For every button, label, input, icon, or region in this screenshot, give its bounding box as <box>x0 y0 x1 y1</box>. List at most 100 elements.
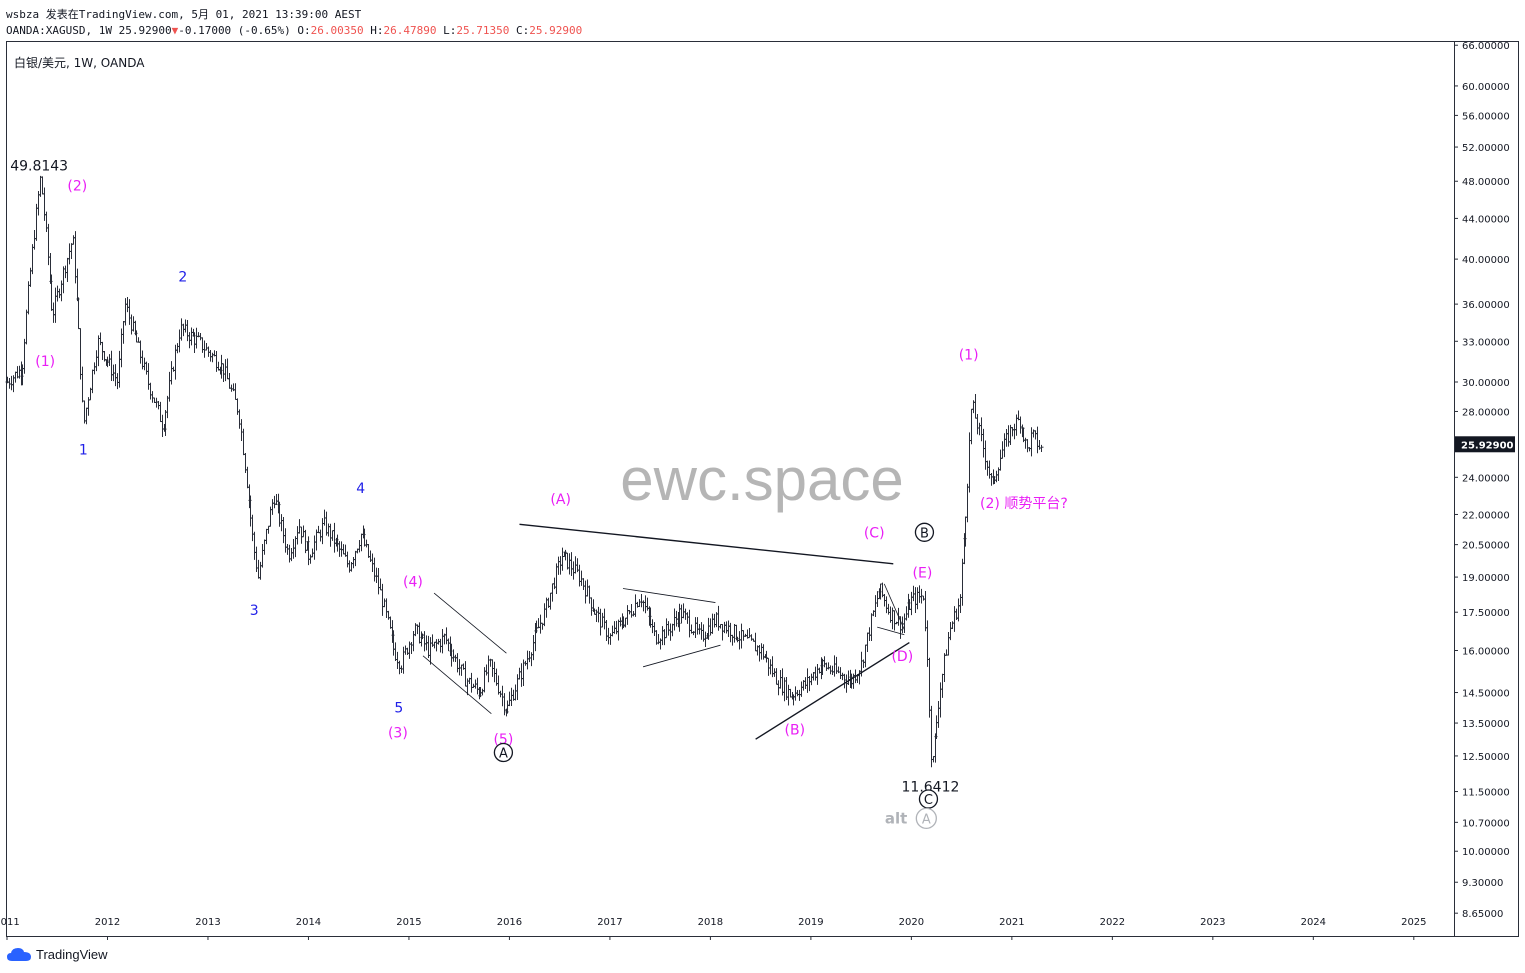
tradingview-cloud-icon <box>7 948 31 961</box>
alt-circle-label: A <box>922 812 931 827</box>
trend-line <box>877 626 905 636</box>
x-tick-label: 2011 <box>0 917 20 928</box>
y-tick-label: 20.50000 <box>1462 541 1510 552</box>
price-axis: 66.00000 60.00000 56.00000 52.00000 48.00000… <box>1454 41 1515 920</box>
circled-wave-label: A <box>499 747 508 762</box>
alt-circle-marker <box>915 807 937 830</box>
x-tick-label: 2025 <box>1401 917 1426 928</box>
y-tick-label: 24.00000 <box>1462 473 1510 484</box>
symbol-value: OANDA:XAGUSD, 1W 25.92900 <box>6 24 172 37</box>
x-tick-label: 2020 <box>899 917 924 928</box>
y-tick-label: 36.00000 <box>1462 300 1510 311</box>
circled-wave-label: C <box>924 793 933 808</box>
last-price-tag <box>1455 436 1515 453</box>
open-label: O: <box>297 24 311 37</box>
circled-wave-marker <box>493 742 514 763</box>
high-label: H: <box>370 24 384 37</box>
y-tick-label: 9.30000 <box>1462 878 1503 889</box>
change-value: -0.17000 (-0.65%) <box>178 24 291 37</box>
wave-label: (1) <box>959 347 979 363</box>
x-tick-label: 2022 <box>1100 917 1125 928</box>
wave-label: (2) <box>67 179 87 195</box>
symbol-line: OANDA:XAGUSD, 1W 25.92900▼-0.17000 (-0.6… <box>6 24 582 37</box>
alt-label: alt <box>885 809 907 827</box>
tradingview-logo[interactable]: TradingView <box>6 946 108 962</box>
y-tick-label: 40.00000 <box>1462 255 1510 266</box>
y-tick-label: 22.00000 <box>1462 510 1510 521</box>
last-price-label: 25.92900 <box>1461 440 1514 451</box>
down-arrow-icon: ▼ <box>171 24 179 37</box>
x-tick-label: 2023 <box>1200 917 1225 928</box>
wave-annotations: (1) (2) (4) (3) (5) (A) (B) (C) (D) (E) (1) (2) 顺势平… <box>10 158 1068 830</box>
wave-label: (D) <box>891 649 913 665</box>
x-tick-label: 2016 <box>497 917 522 928</box>
time-axis: 2011 2012 2013 2014 2015 2016 2017 2018 2019 2020… <box>0 917 1427 940</box>
subwave-label: 2 <box>178 270 187 286</box>
y-tick-label: 28.00000 <box>1462 407 1510 418</box>
y-tick-label: 10.00000 <box>1462 847 1510 858</box>
circled-wave-label: B <box>920 526 929 541</box>
x-tick-label: 2021 <box>999 917 1024 928</box>
wave-label: (3) <box>388 726 408 742</box>
high-value: 26.47890 <box>383 24 437 37</box>
x-tick-label: 2018 <box>698 917 723 928</box>
trend-line <box>519 523 894 565</box>
trend-line <box>642 644 721 668</box>
x-tick-label: 2015 <box>396 917 421 928</box>
wave-label: (2) 顺势平台? <box>980 496 1068 512</box>
x-tick-label: 2019 <box>798 917 823 928</box>
wave-label: (B) <box>785 722 806 738</box>
y-tick-label: 44.00000 <box>1462 214 1510 225</box>
price-axis-border <box>1454 41 1519 937</box>
wave-label: (C) <box>864 525 885 541</box>
subwave-label: 4 <box>356 481 365 497</box>
subwave-label: 3 <box>250 603 259 619</box>
y-tick-label: 12.50000 <box>1462 752 1510 763</box>
open-value: 26.00350 <box>310 24 364 37</box>
low-price-label: 11.6412 <box>902 779 960 795</box>
publish-info: wsbza 发表在TradingView.com, 5月 01, 2021 13… <box>6 8 362 21</box>
y-tick-label: 66.00000 <box>1462 41 1510 52</box>
x-tick-label: 2024 <box>1301 917 1326 928</box>
subwave-label: 1 <box>79 443 88 459</box>
y-tick-label: 19.00000 <box>1462 573 1510 584</box>
tradingview-brand: TradingView <box>36 946 108 962</box>
wave-label: (4) <box>403 575 423 591</box>
y-tick-label: 16.00000 <box>1462 646 1510 657</box>
trend-line <box>883 583 905 630</box>
x-tick-label: 2014 <box>296 917 321 928</box>
y-tick-label: 33.00000 <box>1462 337 1510 348</box>
x-tick-label: 2013 <box>195 917 220 928</box>
close-value: 25.92900 <box>529 24 583 37</box>
wave-label: (A) <box>550 492 571 508</box>
x-tick-label: 2017 <box>597 917 622 928</box>
circled-wave-marker <box>914 522 935 542</box>
trend-line <box>622 588 716 603</box>
low-label: L: <box>443 24 457 37</box>
y-tick-label: 13.50000 <box>1462 719 1510 730</box>
wave-label: (E) <box>913 566 933 582</box>
y-tick-label: 56.00000 <box>1462 111 1510 122</box>
y-tick-label: 48.00000 <box>1462 177 1510 188</box>
close-label: C: <box>516 24 530 37</box>
watermark: ewc.space <box>620 446 903 513</box>
y-tick-label: 52.00000 <box>1462 143 1510 154</box>
price-bars <box>5 175 1044 768</box>
x-tick-label: 2012 <box>95 917 120 928</box>
wave-label: (1) <box>35 354 55 370</box>
low-value: 25.71350 <box>456 24 510 37</box>
y-tick-label: 30.00000 <box>1462 378 1510 389</box>
subwave-label: 5 <box>394 701 403 717</box>
y-tick-label: 14.50000 <box>1462 689 1510 700</box>
wave-label: (5) <box>493 732 513 748</box>
y-tick-label: 10.70000 <box>1462 818 1510 829</box>
y-tick-label: 11.50000 <box>1462 788 1510 799</box>
trend-line <box>755 641 910 740</box>
y-tick-label: 8.65000 <box>1462 909 1503 920</box>
y-tick-label: 17.50000 <box>1462 608 1510 619</box>
high-price-label: 49.8143 <box>10 158 68 174</box>
chart-title: 白银/美元, 1W, OANDA <box>14 55 145 70</box>
trend-line <box>422 655 492 714</box>
y-tick-label: 60.00000 <box>1462 82 1510 93</box>
